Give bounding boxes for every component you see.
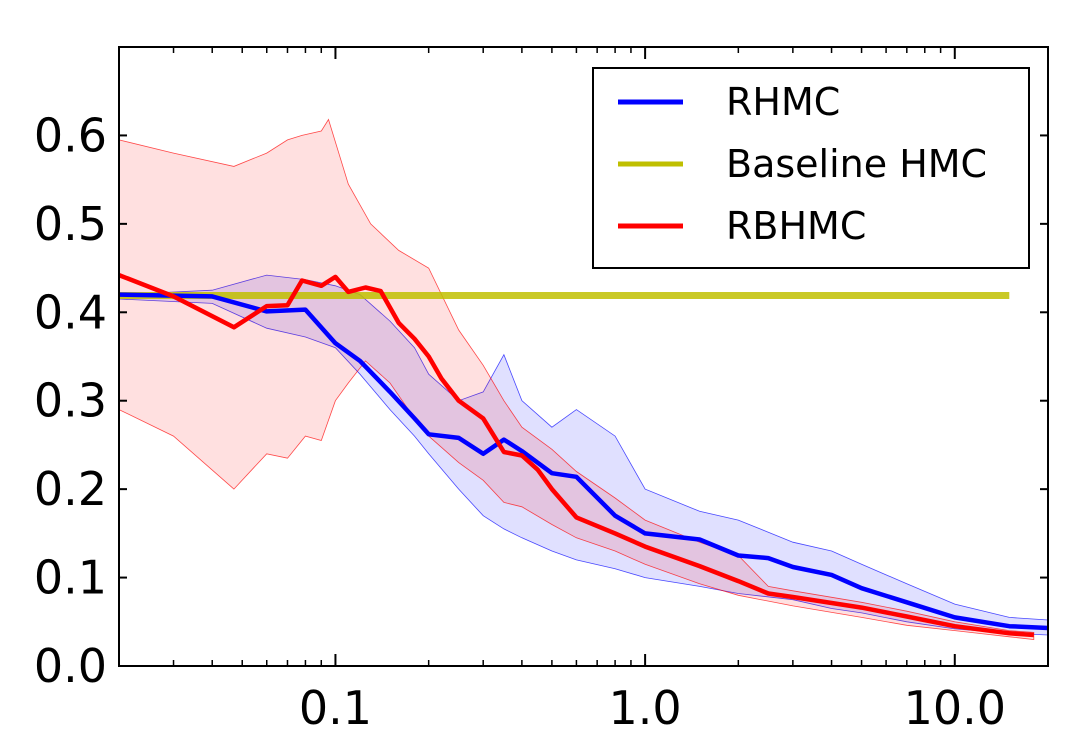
line-rbhmc	[118, 273, 1034, 638]
y-tick-label: 0.1	[34, 551, 107, 605]
x-tick-label: 1.0	[609, 681, 682, 735]
y-tick-label: 0.3	[34, 374, 107, 428]
y-tick-label: 0.2	[34, 462, 107, 516]
legend-label: RBHMC	[726, 204, 866, 248]
axis-ticks: 0.0 0.1 0.2 0.3 0.4 0.5 0.6 0.1 1.0 10.0	[34, 47, 1049, 735]
legend-label: Baseline HMC	[726, 142, 987, 186]
plot-frame	[118, 46, 1049, 667]
y-tick-label: 0.6	[34, 108, 107, 162]
legend: RHMC Baseline HMC RBHMC	[592, 67, 1030, 269]
y-tick-label: 0.5	[34, 197, 107, 251]
x-tick-label: 10.0	[904, 681, 1006, 735]
y-tick-label: 0.4	[34, 285, 107, 339]
line-rhmc	[118, 292, 1049, 631]
x-tick-label: 0.1	[299, 681, 372, 735]
legend-label: RHMC	[726, 80, 840, 124]
y-tick-label: 0.0	[34, 639, 107, 693]
series-lines	[118, 273, 1049, 638]
band-rbhmc	[118, 118, 1035, 640]
